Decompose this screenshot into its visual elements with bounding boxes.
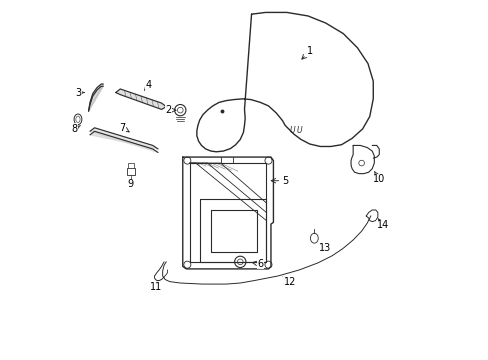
Circle shape: [264, 261, 271, 268]
Text: 10: 10: [372, 171, 385, 184]
Text: 9: 9: [127, 179, 134, 189]
Circle shape: [358, 160, 364, 166]
Text: 8: 8: [71, 124, 81, 134]
Bar: [127, 163, 134, 168]
Text: U: U: [296, 126, 302, 135]
Circle shape: [174, 104, 185, 116]
Polygon shape: [90, 128, 158, 153]
Text: 2: 2: [165, 105, 175, 115]
Ellipse shape: [310, 233, 318, 243]
Bar: [126, 168, 135, 175]
Text: 1: 1: [301, 46, 312, 59]
Text: 12: 12: [283, 276, 295, 287]
Text: 14: 14: [376, 219, 388, 230]
Circle shape: [234, 256, 245, 267]
Polygon shape: [88, 84, 103, 111]
Text: 13: 13: [318, 243, 330, 253]
Text: 7: 7: [120, 123, 129, 133]
Circle shape: [264, 157, 271, 164]
Polygon shape: [116, 89, 166, 109]
Text: 5: 5: [271, 176, 287, 186]
Text: 11: 11: [149, 280, 162, 292]
Circle shape: [183, 157, 190, 164]
Text: 6: 6: [252, 259, 263, 269]
Text: 3: 3: [75, 87, 84, 98]
Text: U: U: [289, 126, 294, 135]
Text: 4: 4: [144, 80, 151, 90]
Circle shape: [183, 261, 190, 268]
